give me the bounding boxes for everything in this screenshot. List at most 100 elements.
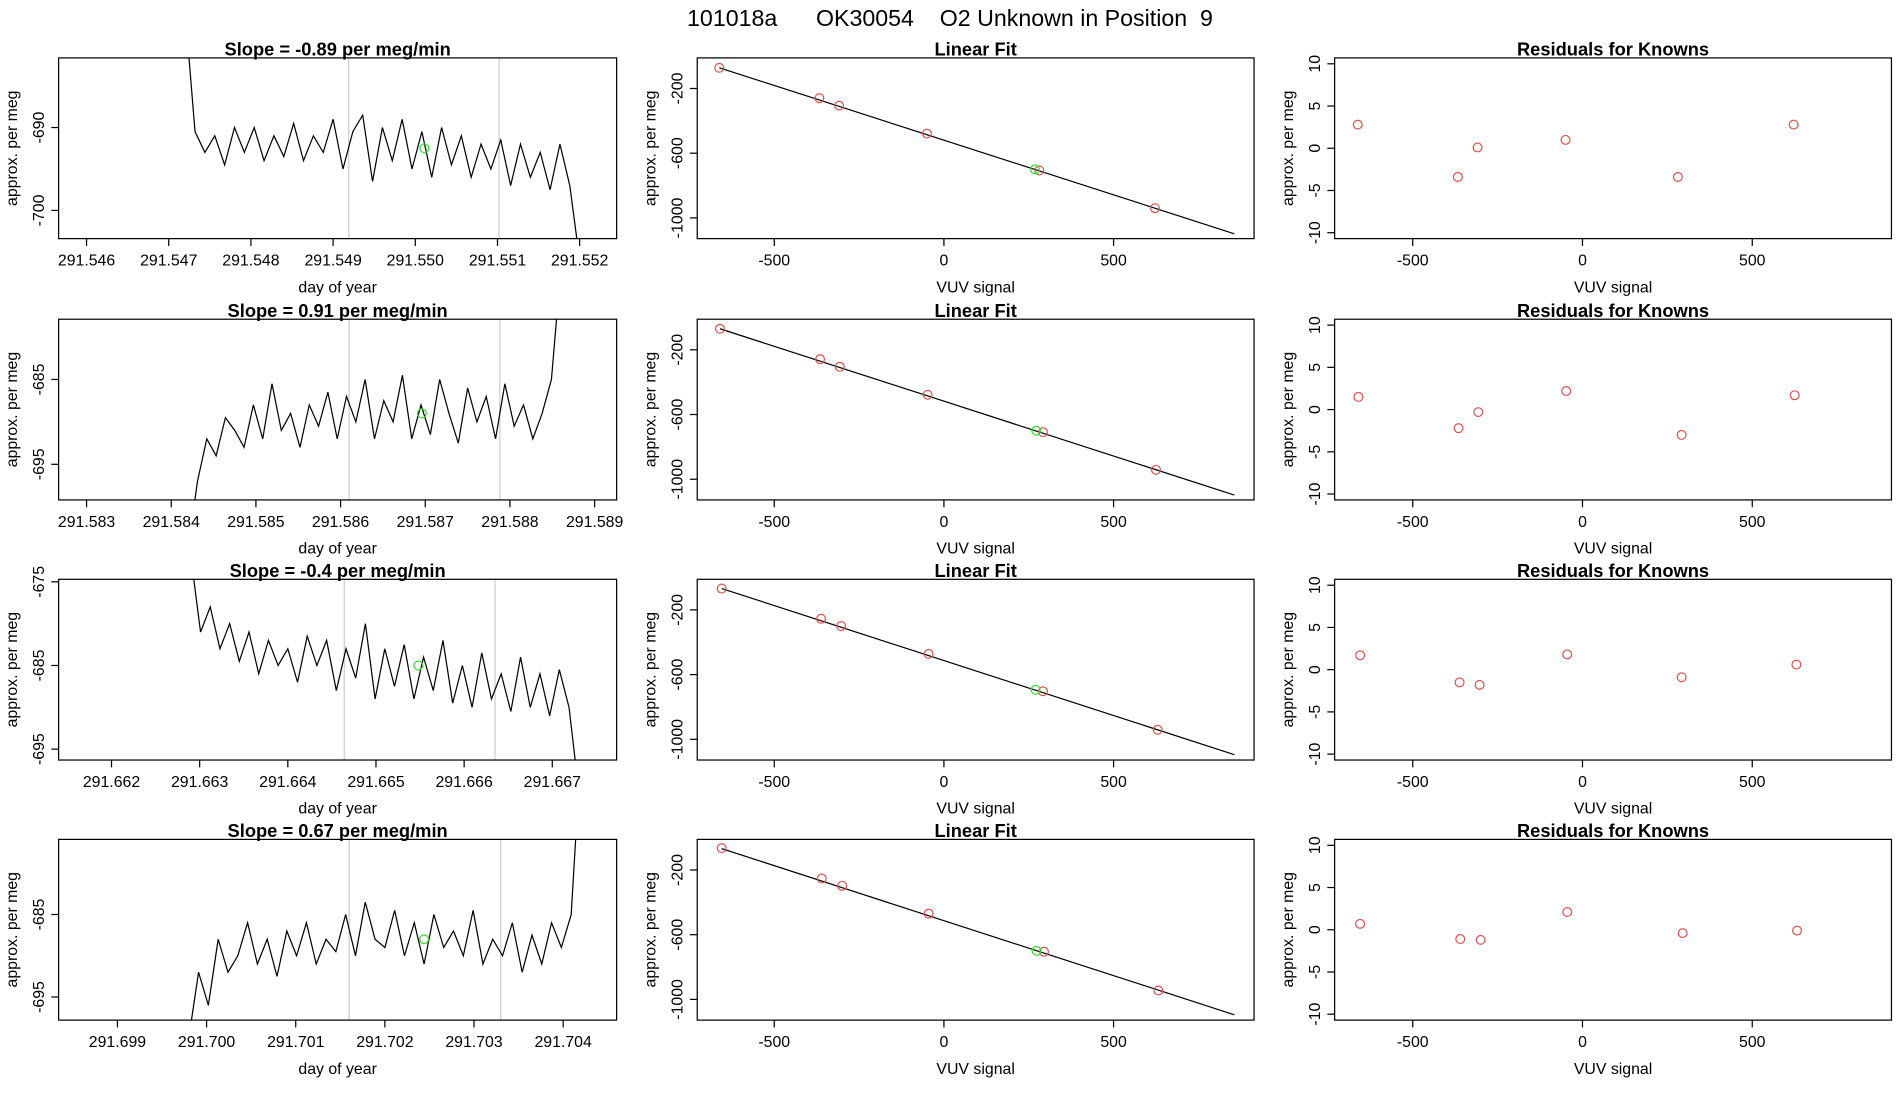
x-tick-label: 291.585 — [227, 514, 285, 531]
point — [834, 100, 845, 111]
plot-frame — [1334, 578, 1893, 761]
plot-frame — [696, 318, 1255, 501]
plot-area — [716, 843, 1235, 1016]
y-axis-label: approx. per meg — [4, 352, 21, 467]
x-tick-label: 291.583 — [58, 514, 116, 531]
x-tick-label: 291.702 — [356, 1034, 414, 1051]
y-tick-label: 0 — [1307, 405, 1324, 414]
y-tick-label: 10 — [1307, 316, 1324, 334]
panel-title: Slope = -0.89 per meg/min — [225, 38, 451, 59]
point — [1355, 650, 1366, 661]
plot-frame — [58, 578, 618, 761]
x-tick-label: -500 — [1397, 514, 1429, 531]
point — [837, 880, 848, 891]
y-tick-label: -600 — [670, 919, 687, 951]
y-tick-label: -10 — [1307, 482, 1324, 505]
y-axis-label: approx. per meg — [4, 872, 21, 987]
plot-area — [714, 323, 1235, 496]
point — [1352, 119, 1363, 130]
y-axis-label: approx. per meg — [1280, 352, 1297, 467]
x-tick-label: 291.704 — [534, 1034, 592, 1051]
x-tick-label: -500 — [758, 774, 790, 791]
plot-area — [714, 62, 1235, 235]
point — [714, 62, 725, 73]
plot-area — [1352, 119, 1799, 182]
panel: Residuals for Knowns VUV signal approx. pe… — [1280, 300, 1893, 558]
x-axis-label: VUV signal — [936, 801, 1014, 818]
x-tick-label: 291.586 — [312, 514, 370, 531]
x-tick-label: 291.584 — [143, 514, 201, 531]
y-tick-label: -200 — [670, 72, 687, 104]
point — [1474, 679, 1485, 690]
panel: Residuals for Knowns VUV signal approx. pe… — [1280, 820, 1893, 1078]
x-tick-label: 0 — [940, 252, 949, 269]
plot-frame — [58, 57, 618, 240]
x-tick-label: 291.547 — [140, 252, 198, 269]
panel-title: Linear Fit — [934, 300, 1016, 321]
y-tick-label: 5 — [1307, 101, 1324, 110]
highlight-point — [419, 143, 430, 154]
y-axis-label: approx. per meg — [643, 91, 660, 206]
point — [1149, 203, 1160, 214]
x-axis-label: VUV signal — [1574, 801, 1652, 818]
x-tick-label: 291.587 — [397, 514, 455, 531]
x-tick-label: 500 — [1739, 1034, 1766, 1051]
point — [1455, 934, 1466, 945]
x-tick-label: -500 — [758, 514, 790, 531]
x-tick-label: 291.662 — [83, 774, 141, 791]
point — [1153, 985, 1164, 996]
point — [1676, 429, 1687, 440]
y-tick-label: -1000 — [670, 197, 687, 238]
x-tick-label: 291.551 — [469, 252, 527, 269]
y-tick-label: -695 — [31, 448, 48, 480]
x-tick-label: 291.663 — [171, 774, 229, 791]
panel-title: Residuals for Knowns — [1517, 38, 1709, 59]
x-tick-label: 0 — [1578, 1034, 1587, 1051]
fit-line — [721, 848, 1235, 1016]
x-axis-label: day of year — [298, 801, 377, 818]
y-axis-label: approx. per meg — [1280, 612, 1297, 727]
point — [1034, 165, 1045, 176]
plot-frame — [1334, 318, 1893, 501]
x-tick-label: 0 — [940, 1034, 949, 1051]
y-axis-label: approx. per meg — [4, 612, 21, 727]
point — [1454, 677, 1465, 688]
y-tick-label: 0 — [1307, 665, 1324, 674]
y-tick-label: -10 — [1307, 742, 1324, 765]
x-tick-label: 291.552 — [551, 252, 609, 269]
y-tick-label: -600 — [670, 398, 687, 430]
point — [921, 128, 932, 139]
series-line — [190, 839, 577, 1021]
x-tick-label: -500 — [758, 1034, 790, 1051]
x-tick-label: 291.550 — [387, 252, 445, 269]
y-axis-label: approx. per meg — [1280, 91, 1297, 206]
y-tick-label: -200 — [670, 854, 687, 886]
panel-title: Slope = 0.67 per meg/min — [228, 820, 448, 841]
y-tick-label: -685 — [31, 649, 48, 681]
plot-area — [194, 319, 558, 500]
plot-frame — [696, 838, 1255, 1021]
x-tick-label: 291.701 — [267, 1034, 325, 1051]
plot-frame — [1334, 57, 1893, 240]
highlight-point — [1029, 164, 1040, 175]
panel: Linear Fit VUV signal approx. per meg -500 0… — [643, 560, 1255, 818]
plot-area — [193, 579, 576, 761]
panel: Linear Fit VUV signal approx. per meg -500 0… — [643, 300, 1255, 558]
point — [1473, 407, 1484, 418]
fit-line — [721, 587, 1235, 756]
plot-frame — [58, 318, 618, 501]
point — [1452, 171, 1463, 182]
fit-line — [719, 67, 1235, 235]
y-tick-label: -675 — [31, 566, 48, 598]
x-axis-label: VUV signal — [936, 541, 1014, 558]
highlight-point — [1030, 684, 1041, 695]
plot-area — [1355, 649, 1802, 690]
x-tick-label: 500 — [1739, 774, 1766, 791]
figure-title: 101018a OK30054 O2 Unknown in Position 9 — [687, 5, 1213, 31]
panel: Slope = 0.91 per meg/min day of year appro… — [4, 300, 623, 558]
y-tick-label: -1000 — [670, 979, 687, 1020]
y-tick-label: -685 — [31, 363, 48, 395]
x-axis-label: VUV signal — [936, 279, 1014, 296]
y-axis-label: approx. per meg — [643, 872, 660, 987]
y-axis-label: approx. per meg — [1280, 872, 1297, 987]
